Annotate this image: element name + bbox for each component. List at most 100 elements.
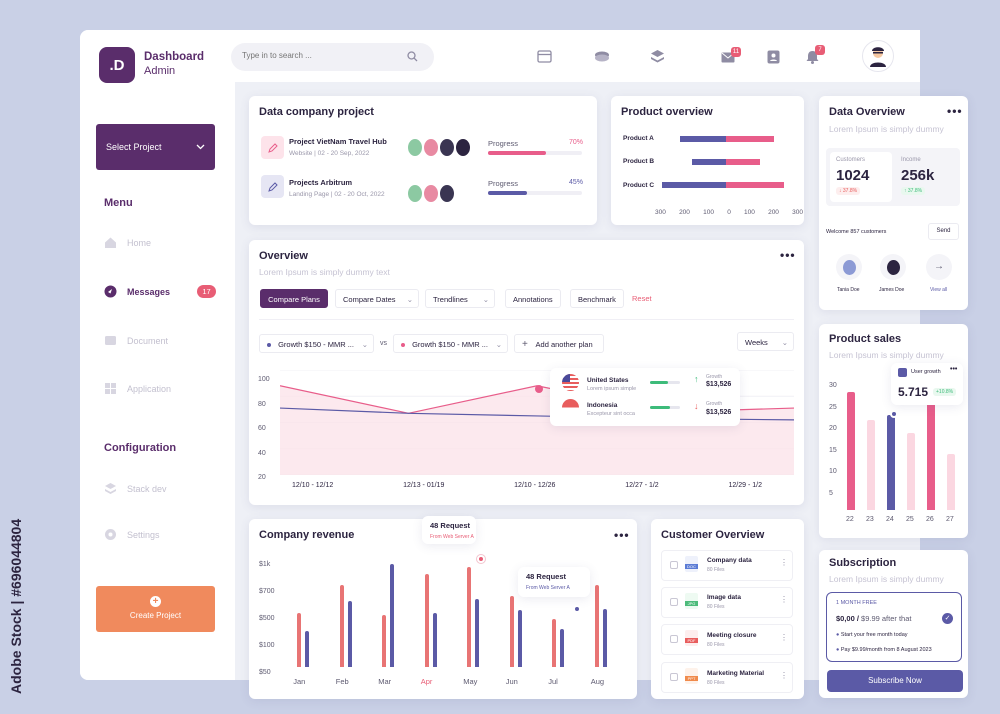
annotations-button[interactable]: Annotations xyxy=(505,289,561,308)
nav-item-messages[interactable]: Messages xyxy=(104,285,170,298)
overview-more-icon[interactable]: ••• xyxy=(780,248,796,262)
overview-tooltip xyxy=(550,368,740,426)
file-checkbox[interactable] xyxy=(670,598,678,606)
revenue-bar[interactable] xyxy=(432,613,437,667)
axis-tick: 100 xyxy=(744,209,755,216)
project-name-1[interactable]: Project VietNam Travel Hub xyxy=(289,137,387,146)
doc-file-icon: DOC xyxy=(685,556,698,572)
axis-tick: 200 xyxy=(679,209,690,216)
revenue-bar[interactable] xyxy=(467,567,472,667)
revenue-bar[interactable] xyxy=(509,596,514,667)
revenue-bar[interactable] xyxy=(602,608,607,667)
doc-file-badge: DOC xyxy=(685,564,698,569)
plan-b-label: Growth $150 - MMR ... xyxy=(412,340,488,349)
nav-item-settings[interactable]: Settings xyxy=(104,528,160,541)
search-icon[interactable] xyxy=(407,51,418,62)
x-tick: 12/10 - 12/26 xyxy=(514,482,556,489)
revenue-bar[interactable] xyxy=(297,613,302,667)
customers-change-value: 37.8% xyxy=(842,188,858,194)
plan-option[interactable] xyxy=(826,592,962,662)
file-checkbox[interactable] xyxy=(670,635,678,643)
y-tick: 20 xyxy=(829,425,837,433)
sales-point[interactable] xyxy=(890,410,898,418)
revenue-bar[interactable] xyxy=(475,598,480,667)
logo[interactable]: .D xyxy=(99,47,135,83)
revenue-point-2[interactable] xyxy=(573,605,581,613)
user-avatar[interactable] xyxy=(862,40,894,72)
file-more-icon[interactable]: ⋮ xyxy=(780,595,788,604)
avatar-tania[interactable] xyxy=(836,254,862,280)
layers-icon[interactable] xyxy=(650,49,665,64)
file-more-icon[interactable]: ⋮ xyxy=(780,558,788,567)
avatar-james[interactable] xyxy=(880,254,906,280)
sales-bar[interactable] xyxy=(867,420,875,510)
revenue-bar[interactable] xyxy=(305,631,310,667)
revenue-bar-chart xyxy=(290,555,630,667)
tooltip-value-2: $13,526 xyxy=(706,409,732,416)
check-icon[interactable]: ✓ xyxy=(942,613,953,624)
home-icon xyxy=(105,237,116,248)
sales-bar[interactable] xyxy=(847,391,855,510)
database-icon[interactable] xyxy=(594,50,610,63)
overview-highlight-point[interactable] xyxy=(535,385,543,393)
arrow-right-icon[interactable]: → xyxy=(926,254,952,280)
revenue-more-icon[interactable]: ••• xyxy=(614,528,630,542)
revenue-bar[interactable] xyxy=(517,609,522,667)
axis-tick: 300 xyxy=(655,209,666,216)
nav-item-document[interactable]: Document xyxy=(104,334,168,347)
search-bar[interactable] xyxy=(231,43,434,71)
chevron-down-icon: ⌄ xyxy=(781,338,788,347)
add-plan-button[interactable]: + Add another plan xyxy=(514,334,604,353)
plan-a-select[interactable]: Growth $150 - MMR ... ⌄ xyxy=(259,334,374,353)
sales-bar[interactable] xyxy=(887,415,895,510)
reset-link[interactable]: Reset xyxy=(632,294,652,303)
project-name-2[interactable]: Projects Arbitrum xyxy=(289,178,353,187)
plan-b-select[interactable]: Growth $150 - MMR ... ⌄ xyxy=(393,334,508,353)
file-name: Marketing Material xyxy=(707,670,765,677)
trendlines-dropdown[interactable]: Trendlines ⌄ xyxy=(425,289,495,308)
search-input[interactable] xyxy=(242,51,392,60)
select-project-dropdown[interactable]: Select Project xyxy=(96,124,215,170)
revenue-point-1[interactable] xyxy=(477,555,485,563)
revenue-bar[interactable] xyxy=(347,600,352,667)
file-item[interactable] xyxy=(661,550,793,581)
team-avatar xyxy=(408,139,422,156)
product-axis: 300 200 100 0 100 200 300 xyxy=(655,209,803,216)
project-meta-2: Landing Page | 02 - 20 Oct, 2022 xyxy=(289,191,385,198)
revenue-bar[interactable] xyxy=(424,574,429,667)
compare-dates-dropdown[interactable]: Compare Dates ⌄ xyxy=(335,289,419,308)
tooltip-more-icon[interactable]: ••• xyxy=(950,366,958,373)
sales-bar[interactable] xyxy=(947,454,955,510)
file-item[interactable] xyxy=(661,587,793,618)
file-more-icon[interactable]: ⋮ xyxy=(780,633,788,642)
sales-x-axis: 22 23 24 25 26 27 xyxy=(845,516,965,526)
benchmark-button[interactable]: Benchmark xyxy=(570,289,624,308)
revenue-bar[interactable] xyxy=(594,585,599,667)
sales-bar[interactable] xyxy=(927,389,935,510)
revenue-bar[interactable] xyxy=(390,563,395,667)
file-more-icon[interactable]: ⋮ xyxy=(780,671,788,680)
overview-title: Overview xyxy=(259,250,308,262)
file-item[interactable] xyxy=(661,662,793,693)
subscribe-button[interactable]: Subscribe Now xyxy=(827,670,963,692)
file-item[interactable] xyxy=(661,624,793,655)
send-button[interactable]: Send xyxy=(928,223,959,240)
nav-item-stack-dev[interactable]: Stack dev xyxy=(104,482,167,495)
data-overview-more-icon[interactable]: ••• xyxy=(947,104,963,118)
contacts-icon[interactable] xyxy=(767,50,780,64)
nav-item-application[interactable]: Application xyxy=(104,382,171,395)
file-checkbox[interactable] xyxy=(670,561,678,569)
revenue-bar[interactable] xyxy=(382,615,387,667)
browser-icon[interactable] xyxy=(537,50,552,63)
nav-item-home[interactable]: Home xyxy=(104,236,151,249)
sales-bar[interactable] xyxy=(907,433,915,510)
revenue-bar[interactable] xyxy=(339,585,344,667)
view-all-link[interactable]: View all xyxy=(930,287,948,293)
revenue-bar[interactable] xyxy=(560,628,565,667)
revenue-bar[interactable] xyxy=(552,618,557,667)
compare-plans-button[interactable]: Compare Plans xyxy=(260,289,328,308)
plus-icon: + xyxy=(150,596,161,607)
file-checkbox[interactable] xyxy=(670,673,678,681)
period-select[interactable]: Weeks ⌄ xyxy=(737,332,794,351)
create-project-button[interactable]: + Create Project xyxy=(96,586,215,632)
